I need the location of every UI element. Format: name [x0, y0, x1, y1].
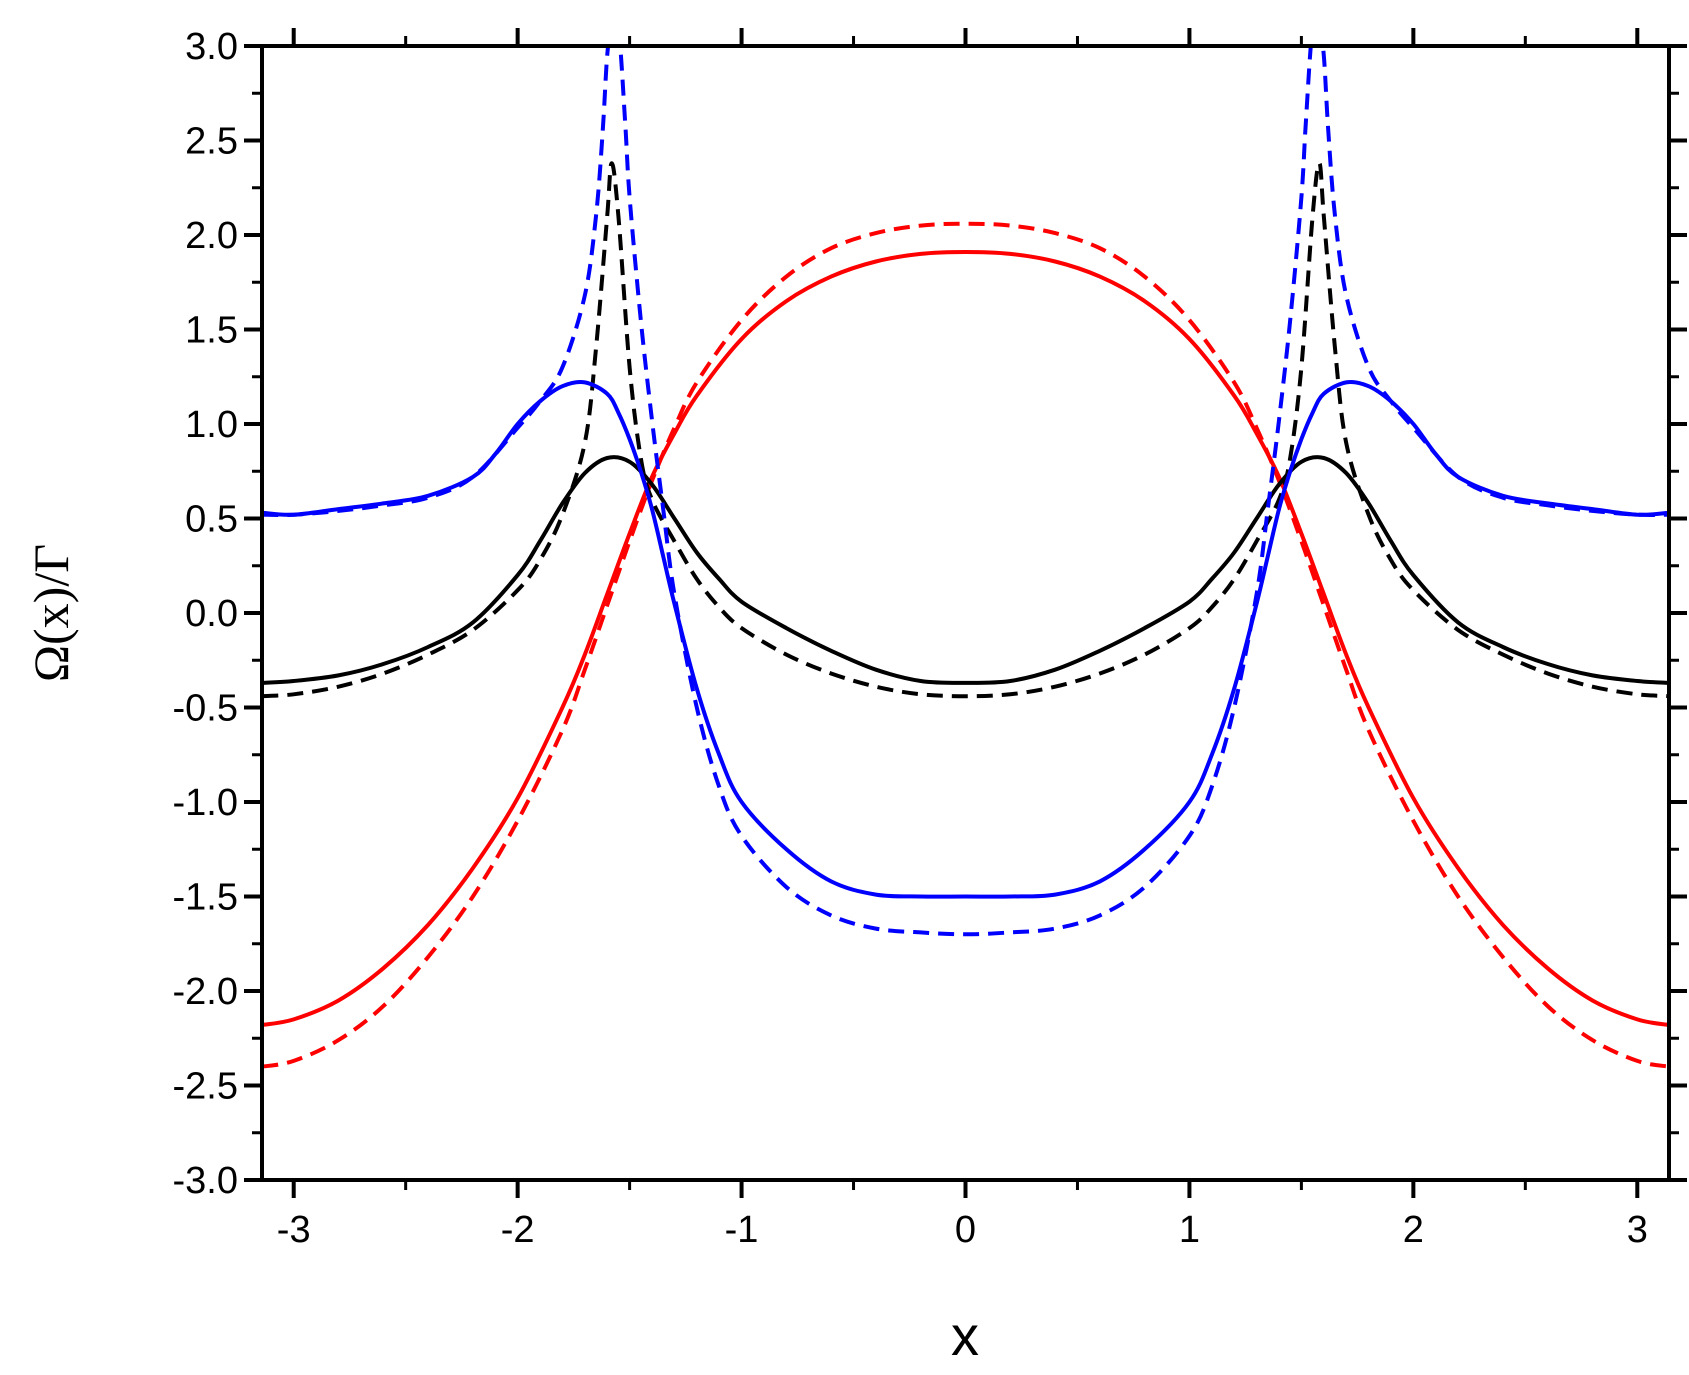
y-tick-label: -0.5: [173, 688, 238, 730]
x-tick-label: -1: [725, 1209, 759, 1251]
series-black-dashed: [262, 161, 1669, 699]
x-axis-title: x: [951, 1304, 979, 1367]
y-axis-title: Ω(x)/Γ: [23, 544, 79, 682]
y-tick-label: -3.0: [173, 1160, 238, 1202]
series-black-solid: [262, 455, 1669, 685]
x-tick-label: 0: [955, 1209, 976, 1251]
series-blue-dashed: [262, 46, 1669, 937]
x-tick-label: 3: [1627, 1209, 1648, 1251]
y-tick-label: 2.0: [185, 215, 238, 257]
series-red-dashed: [262, 221, 1669, 1069]
y-tick-label: 3.0: [185, 26, 238, 68]
y-tick-label: -2.0: [173, 971, 238, 1013]
plot-frame: [260, 44, 1671, 1182]
series-layer: [262, 46, 1669, 1069]
y-tick-label: 0.0: [185, 593, 238, 635]
y-tick-label: 0.5: [185, 499, 238, 541]
series-red-solid: [262, 250, 1669, 1027]
y-tick-label: -1.0: [173, 782, 238, 824]
y-tick-label: 1.0: [185, 404, 238, 446]
x-tick-label: -2: [501, 1209, 535, 1251]
ticks-layer: -3 -2 -1 0 1 2 3 -3.0 -2.5 -2.0 -1.5 -1.0 -0.5 0.0 0.5…: [173, 26, 1687, 1251]
x-tick-label: 2: [1403, 1209, 1424, 1251]
y-tick-label: 1.5: [185, 310, 238, 352]
x-tick-label: -3: [277, 1209, 311, 1251]
y-tick-label: 2.5: [185, 121, 238, 163]
x-tick-label: 1: [1179, 1209, 1200, 1251]
y-tick-label: -2.5: [173, 1066, 238, 1108]
series-blue-solid: [262, 380, 1669, 899]
y-tick-label: -1.5: [173, 877, 238, 919]
